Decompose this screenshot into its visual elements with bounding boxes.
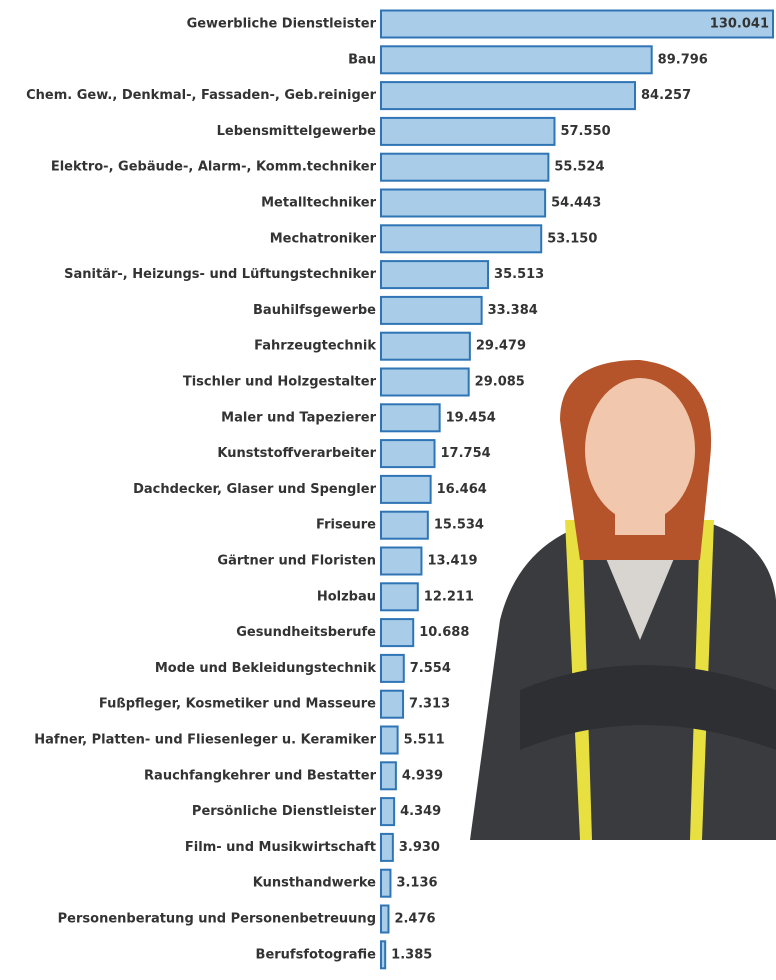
value-label: 7.313 [409, 697, 450, 712]
category-label: Fußpfleger, Kosmetiker und Masseure [99, 697, 376, 712]
category-label: Gärtner und Floristen [217, 554, 376, 569]
category-label: Tischler und Holzgestalter [183, 375, 377, 390]
bar [381, 762, 396, 789]
bar [381, 870, 390, 897]
value-label: 29.085 [475, 375, 525, 390]
category-label: Mechatroniker [270, 231, 377, 246]
bar [381, 548, 421, 575]
bar [381, 512, 428, 539]
bar [381, 82, 635, 109]
bar [381, 333, 470, 360]
category-label: Maler und Tapezierer [221, 410, 376, 425]
value-label: 7.554 [410, 661, 451, 676]
category-label: Bauhilfsgewerbe [253, 303, 376, 318]
category-label: Dachdecker, Glaser und Spengler [133, 482, 376, 497]
bar [381, 440, 435, 467]
bar [381, 404, 440, 431]
value-label: 13.419 [427, 554, 477, 569]
value-label: 84.257 [641, 88, 691, 103]
bar [381, 655, 404, 682]
value-label: 57.550 [560, 124, 610, 139]
bar [381, 190, 545, 217]
value-label: 15.534 [434, 518, 484, 533]
bar [381, 906, 388, 933]
category-label: Lebensmittelgewerbe [217, 124, 377, 139]
value-label: 89.796 [658, 52, 708, 67]
category-label: Fahrzeugtechnik [254, 339, 376, 354]
page: Gewerbliche Dienstleister 130.041 Bau 89.79… [0, 0, 776, 980]
bar [381, 46, 652, 73]
value-label: 4.939 [402, 768, 443, 783]
bar [381, 941, 385, 968]
value-label: 54.443 [551, 196, 601, 211]
bar [381, 476, 431, 503]
value-label: 10.688 [419, 625, 469, 640]
category-label: Bau [348, 52, 376, 67]
category-label: Chem. Gew., Denkmal-, Fassaden-, Geb.rei… [26, 88, 376, 103]
category-label: Mode und Bekleidungstechnik [155, 661, 377, 676]
category-label: Film- und Musikwirtschaft [185, 840, 376, 855]
bar [381, 583, 418, 610]
value-label: 12.211 [424, 589, 474, 604]
category-label: Elektro-, Gebäude-, Alarm-, Komm.technik… [51, 160, 377, 175]
value-label: 2.476 [394, 912, 435, 927]
value-label: 4.349 [400, 804, 441, 819]
category-label: Rauchfangkehrer und Bestatter [144, 768, 377, 783]
category-label: Kunststoffverarbeiter [217, 446, 376, 461]
bar [381, 154, 548, 181]
bar [381, 297, 482, 324]
category-label: Personenberatung und Personenbetreuung [58, 912, 376, 927]
category-label: Hafner, Platten- und Fliesenleger u. Ker… [34, 733, 376, 748]
bar [381, 691, 403, 718]
value-label: 33.384 [488, 303, 538, 318]
value-label: 19.454 [446, 410, 496, 425]
category-label: Metalltechniker [261, 196, 376, 211]
photo-face [585, 378, 695, 522]
category-label: Sanitär-, Heizungs- und Lüftungstechnike… [64, 267, 376, 282]
bar [381, 619, 413, 646]
value-label: 29.479 [476, 339, 526, 354]
chart: Gewerbliche Dienstleister 130.041 Bau 89.79… [0, 0, 776, 980]
bar [381, 369, 469, 396]
bar [381, 225, 541, 252]
bar [381, 261, 488, 288]
bar [381, 118, 554, 145]
category-label: Berufsfotografie [256, 947, 377, 962]
value-label: 1.385 [391, 947, 432, 962]
value-label: 17.754 [441, 446, 491, 461]
category-label: Persönliche Dienstleister [192, 804, 377, 819]
photo-neck [615, 505, 665, 535]
category-label: Friseure [316, 518, 376, 533]
photo [470, 360, 776, 840]
category-label: Kunsthandwerke [253, 876, 376, 891]
bar [381, 727, 398, 754]
value-label: 3.136 [396, 876, 437, 891]
category-label: Gewerbliche Dienstleister [187, 17, 377, 32]
bar [381, 834, 393, 861]
category-label: Gesundheitsberufe [236, 625, 376, 640]
value-label: 53.150 [547, 231, 597, 246]
value-label: 35.513 [494, 267, 544, 282]
value-label: 5.511 [404, 733, 445, 748]
value-label: 16.464 [437, 482, 487, 497]
value-label: 3.930 [399, 840, 440, 855]
bar [381, 798, 394, 825]
value-label: 130.041 [710, 17, 769, 32]
category-label: Holzbau [317, 589, 376, 604]
value-label: 55.524 [554, 160, 604, 175]
